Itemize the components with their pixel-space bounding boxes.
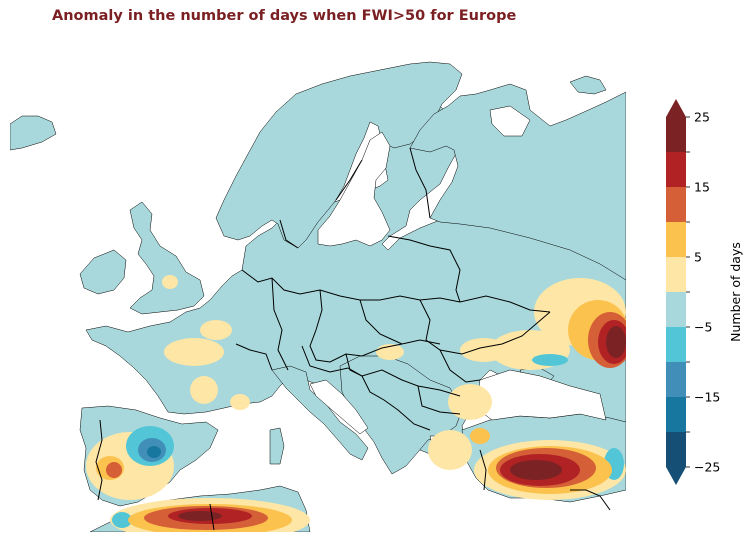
colorbar-bin bbox=[666, 257, 686, 292]
country-borders bbox=[95, 147, 611, 531]
land-italy bbox=[271, 365, 369, 461]
colorbar-tick-label: 25 bbox=[694, 110, 710, 125]
chart-title: Anomaly in the number of days when FWI>5… bbox=[52, 8, 517, 24]
colorbar-bin bbox=[666, 397, 686, 432]
colorbar-bin bbox=[666, 327, 686, 362]
land-novaya bbox=[569, 75, 607, 95]
black-sea bbox=[475, 369, 607, 421]
colorbar-bins bbox=[666, 99, 686, 485]
land-finland-russia bbox=[409, 83, 626, 281]
colorbar-bin bbox=[666, 362, 686, 397]
colorbar-bin bbox=[666, 292, 686, 327]
colorbar-bin bbox=[666, 99, 686, 152]
baltic-sea bbox=[317, 131, 391, 247]
colorbar-ticks: 25 15 5 −5 −15 −25 bbox=[686, 110, 720, 475]
adriatic bbox=[309, 379, 369, 435]
land-gb bbox=[129, 201, 205, 315]
colorbar-tick-label: 15 bbox=[694, 180, 710, 195]
land-ireland bbox=[79, 249, 127, 295]
colorbar: 25 15 5 −5 −15 −25 Number of days bbox=[666, 99, 743, 485]
land-iceland bbox=[10, 115, 57, 151]
colorbar-bin bbox=[666, 187, 686, 222]
colorbar-bin bbox=[666, 432, 686, 485]
colorbar-label: Number of days bbox=[728, 242, 743, 342]
colorbar-tick-label: −15 bbox=[694, 390, 720, 405]
europe-map bbox=[10, 61, 626, 532]
white-sea bbox=[489, 105, 531, 137]
water-bodies bbox=[309, 105, 607, 465]
colorbar-tick-label: 5 bbox=[694, 250, 702, 265]
colorbar-bin bbox=[666, 222, 686, 257]
colorbar-tick-label: −25 bbox=[694, 460, 720, 475]
colorbar-bin bbox=[666, 152, 686, 187]
land-sardinia bbox=[269, 427, 285, 465]
colorbar-tick-label: −5 bbox=[694, 320, 712, 335]
anomaly-overlays bbox=[86, 275, 626, 532]
